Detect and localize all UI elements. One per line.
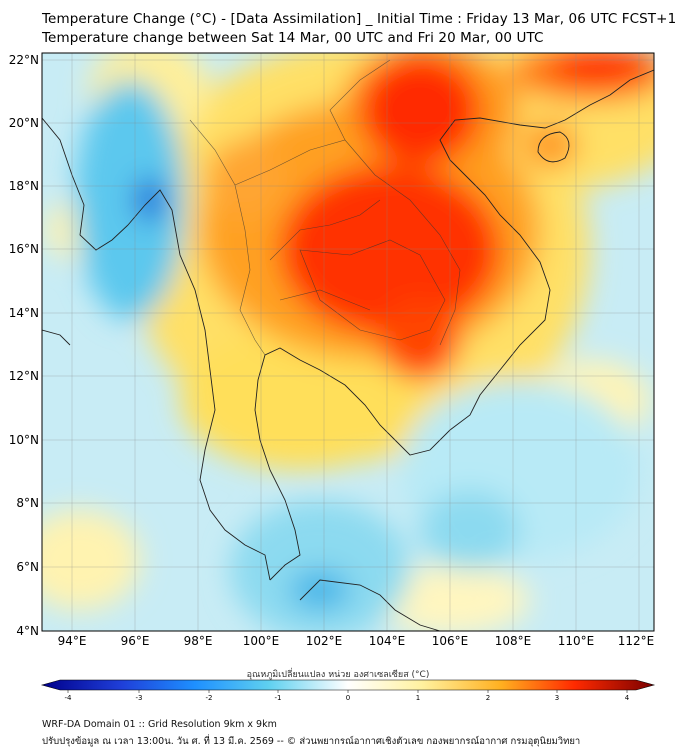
lat-label-16: 16°N (9, 242, 39, 256)
temperature-field (42, 53, 654, 631)
lat-label-18: 18°N (9, 179, 39, 193)
lat-label-10: 10°N (9, 433, 39, 447)
footer-domain-info: WRF-DA Domain 01 :: Grid Resolution 9km … (42, 719, 277, 730)
lat-label-6: 6°N (16, 560, 39, 574)
colorbar: -4 -3 -2 -1 0 1 2 3 4 (40, 679, 656, 702)
lon-label-96: 96°E (121, 634, 150, 648)
lon-label-112: 112°E (618, 634, 655, 648)
lat-label-12: 12°N (9, 369, 39, 383)
map-title: Temperature Change (°C) - [Data Assimila… (42, 11, 676, 27)
map-subtitle: Temperature change between Sat 14 Mar, 0… (42, 30, 544, 46)
lon-label-110: 110°E (558, 634, 595, 648)
lat-label-20: 20°N (9, 116, 39, 130)
lon-label-102: 102°E (306, 634, 343, 648)
colorbar-bar (40, 679, 656, 691)
plot-frame (41, 52, 655, 632)
colorbar-tick--4: -4 (65, 694, 73, 702)
colorbar-tick-1: 1 (416, 694, 420, 702)
colorbar-tick-0: 0 (346, 694, 350, 702)
lon-label-94: 94°E (58, 634, 87, 648)
lat-label-8: 8°N (16, 496, 39, 510)
lat-label-22: 22°N (9, 53, 39, 67)
colorbar-label: อุณหภูมิเปลี่ยนแปลง หน่วย องศาเซลเซียส (… (246, 670, 430, 680)
colorbar-tick-3: 3 (555, 694, 559, 702)
colorbar-tick--3: -3 (136, 694, 143, 702)
colorbar-tick--2: -2 (206, 694, 213, 702)
lon-label-106: 106°E (432, 634, 469, 648)
colorbar-tick-4: 4 (625, 694, 630, 702)
graticule (42, 53, 654, 631)
colorbar-tick-2: 2 (486, 694, 490, 702)
footer-update-info: ปรับปรุงข้อมูล ณ เวลา 13:00น. วัน ศ. ที่… (42, 736, 581, 747)
lon-label-100: 100°E (243, 634, 280, 648)
colorbar-tick--1: -1 (275, 694, 282, 702)
lat-label-4: 4°N (16, 624, 39, 638)
lat-label-14: 14°N (9, 306, 39, 320)
lon-label-108: 108°E (495, 634, 532, 648)
lon-label-104: 104°E (369, 634, 406, 648)
coastlines (42, 69, 654, 631)
borders (189, 59, 461, 356)
lon-label-98: 98°E (184, 634, 213, 648)
